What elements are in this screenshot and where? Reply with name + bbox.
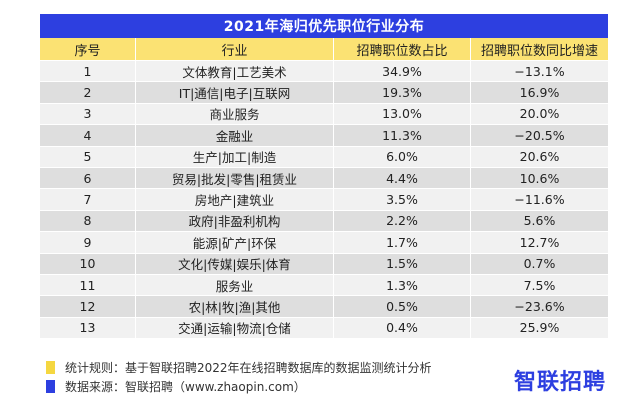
zhaopin-logo: 智联招聘 bbox=[513, 370, 606, 395]
table-row: 6 贸易|批发|零售|租赁业 4.4% 10.6% bbox=[40, 166, 608, 189]
cell-yoy: 12.7% bbox=[519, 234, 560, 250]
note-source-text: 数据来源：智联招聘（www.zhaopin.com） bbox=[65, 380, 306, 394]
cell-industry: 服务业 bbox=[136, 274, 334, 296]
table-header-row: 序号 行业 招聘职位数占比 招聘职位数同比增速 bbox=[40, 38, 608, 60]
cell-yoy: 25.9% bbox=[519, 320, 560, 336]
table-row: 11 服务业 1.3% 7.5% bbox=[40, 273, 608, 296]
cell-industry: 生产|加工|制造 bbox=[136, 146, 334, 167]
cell-yoy: −13.1% bbox=[514, 63, 565, 79]
cell-industry: 能源|矿产|环保 bbox=[136, 232, 334, 253]
cell-share: 34.9% bbox=[334, 61, 471, 82]
cell-index: 5 bbox=[40, 146, 136, 167]
header-yoy: 招聘职位数同比增速 bbox=[480, 43, 598, 59]
cell-index: 4 bbox=[40, 125, 136, 146]
header-industry: 行业 bbox=[136, 38, 334, 60]
cell-share: 6.0% bbox=[334, 146, 471, 167]
cell-share: 4.4% bbox=[334, 167, 471, 189]
note-rule: 统计规则：基于智联招聘2022年在线招聘数据库的数据监测统计分析 bbox=[46, 358, 606, 377]
table-row: 3 商业服务 13.0% 20.0% bbox=[40, 102, 608, 125]
cell-industry: 文体教育|工艺美术 bbox=[136, 61, 334, 82]
cell-industry: 贸易|批发|零售|租赁业 bbox=[136, 167, 334, 189]
cell-yoy: 7.5% bbox=[523, 277, 556, 293]
table-title: 2021年海归优先职位行业分布 bbox=[40, 14, 608, 38]
cell-yoy: 16.9% bbox=[519, 85, 560, 101]
cell-industry: 交通|运输|物流|仓储 bbox=[136, 317, 334, 339]
cell-share: 1.3% bbox=[334, 274, 471, 296]
cell-industry: 房地产|建筑业 bbox=[136, 189, 334, 210]
cell-index: 2 bbox=[40, 82, 136, 103]
cell-index: 13 bbox=[40, 317, 136, 339]
cell-index: 6 bbox=[40, 167, 136, 189]
blue-marker bbox=[46, 380, 55, 393]
cell-index: 1 bbox=[40, 61, 136, 82]
table-row: 10 文化|传媒|娱乐|体育 1.5% 0.7% bbox=[40, 252, 608, 274]
cell-share: 0.5% bbox=[334, 296, 471, 317]
cell-share: 3.5% bbox=[334, 189, 471, 210]
cell-yoy: 10.6% bbox=[519, 170, 560, 186]
table-row: 7 房地产|建筑业 3.5% −11.6% bbox=[40, 188, 608, 210]
footer-notes: 统计规则：基于智联招聘2022年在线招聘数据库的数据监测统计分析 数据来源：智联… bbox=[46, 358, 606, 396]
cell-index: 8 bbox=[40, 210, 136, 232]
cell-yoy: 20.6% bbox=[519, 149, 560, 165]
table-row: 8 政府|非盈利机构 2.2% 5.6% bbox=[40, 209, 608, 232]
cell-yoy: −20.5% bbox=[514, 127, 565, 143]
table-row: 4 金融业 11.3% −20.5% bbox=[40, 124, 608, 146]
cell-industry: 金融业 bbox=[136, 125, 334, 146]
cell-share: 11.3% bbox=[334, 125, 471, 146]
table-row: 5 生产|加工|制造 6.0% 20.6% bbox=[40, 145, 608, 167]
cell-industry: 文化|传媒|娱乐|体育 bbox=[136, 253, 334, 274]
cell-index: 9 bbox=[40, 232, 136, 253]
cell-yoy: −23.6% bbox=[514, 298, 565, 314]
cell-index: 7 bbox=[40, 189, 136, 210]
cell-share: 13.0% bbox=[334, 103, 471, 125]
table-row: 12 农|林|牧|渔|其他 0.5% −23.6% bbox=[40, 295, 608, 317]
cell-share: 1.5% bbox=[334, 253, 471, 274]
cell-share: 2.2% bbox=[334, 210, 471, 232]
table-row: 1 文体教育|工艺美术 34.9% −13.1% bbox=[40, 60, 608, 82]
cell-share: 19.3% bbox=[334, 82, 471, 103]
cell-industry: IT|通信|电子|互联网 bbox=[136, 82, 334, 103]
cell-yoy: −11.6% bbox=[514, 192, 565, 208]
cell-yoy: 5.6% bbox=[523, 213, 556, 229]
cell-yoy: 0.7% bbox=[523, 256, 556, 272]
cell-industry: 政府|非盈利机构 bbox=[136, 210, 334, 232]
header-share: 招聘职位数占比 bbox=[334, 38, 471, 60]
header-index: 序号 bbox=[40, 38, 136, 60]
cell-index: 3 bbox=[40, 103, 136, 125]
cell-share: 1.7% bbox=[334, 232, 471, 253]
cell-industry: 农|林|牧|渔|其他 bbox=[136, 296, 334, 317]
cell-industry: 商业服务 bbox=[136, 103, 334, 125]
cell-yoy: 20.0% bbox=[519, 106, 560, 122]
cell-share: 0.4% bbox=[334, 317, 471, 339]
note-rule-text: 统计规则：基于智联招聘2022年在线招聘数据库的数据监测统计分析 bbox=[65, 361, 432, 375]
industry-table: 2021年海归优先职位行业分布 序号 行业 招聘职位数占比 招聘职位数同比增速 … bbox=[40, 14, 608, 339]
table-row: 9 能源|矿产|环保 1.7% 12.7% bbox=[40, 231, 608, 253]
cell-index: 12 bbox=[40, 296, 136, 317]
yellow-marker bbox=[46, 361, 55, 374]
table-row: 13 交通|运输|物流|仓储 0.4% 25.9% bbox=[40, 316, 608, 339]
table-row: 2 IT|通信|电子|互联网 19.3% 16.9% bbox=[40, 81, 608, 103]
cell-index: 10 bbox=[40, 253, 136, 274]
note-source: 数据来源：智联招聘（www.zhaopin.com） bbox=[46, 377, 606, 396]
cell-index: 11 bbox=[40, 274, 136, 296]
